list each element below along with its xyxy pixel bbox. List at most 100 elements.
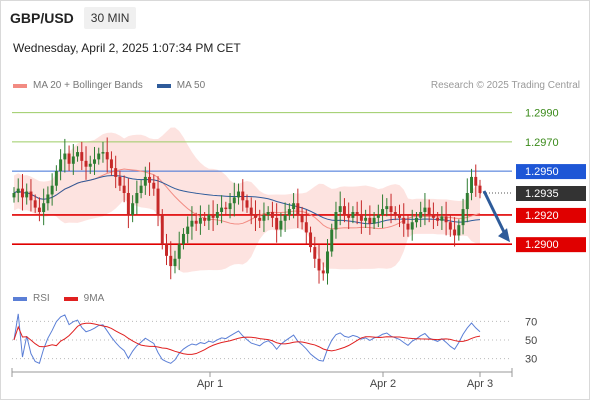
candle-body — [436, 217, 440, 221]
candle-body — [287, 209, 291, 215]
price-tag-1.2970: 1.2970 — [525, 137, 559, 149]
candle-body — [46, 194, 50, 204]
candle-body — [381, 209, 385, 215]
candle-body — [156, 188, 160, 215]
candle-body — [177, 244, 181, 259]
candle-body — [165, 244, 168, 256]
rsi-level-label-30: 30 — [525, 354, 537, 366]
x-tick-label-Apr 3: Apr 3 — [467, 378, 493, 390]
candle-body — [241, 191, 245, 201]
candle-body — [245, 200, 249, 208]
candle-body — [152, 182, 156, 189]
candle-body — [169, 255, 173, 267]
candle-body — [461, 209, 465, 226]
candle-body — [258, 217, 262, 221]
candle-body — [50, 185, 54, 195]
candle-body — [300, 214, 304, 223]
legend-rsi: RSI — [13, 293, 50, 304]
legend-rsi-swatch — [13, 296, 27, 301]
candle-body — [368, 217, 372, 224]
candle-body — [359, 214, 363, 221]
candle-body — [54, 171, 58, 186]
candle-body — [478, 185, 482, 193]
candle-body — [67, 153, 71, 164]
candle-body — [457, 225, 461, 236]
candle-body — [275, 217, 279, 230]
candle-body — [80, 152, 84, 161]
candle-body — [12, 193, 16, 198]
rsi-level-label-70: 70 — [525, 316, 537, 328]
x-tick-label-Apr 2: Apr 2 — [370, 378, 396, 390]
legend-9ma: 9MA — [63, 293, 105, 304]
price-tag-bg-1.2920 — [516, 207, 586, 223]
candle-body — [338, 206, 342, 212]
candle-body — [448, 222, 452, 230]
candle-body — [114, 168, 118, 177]
candle-body — [224, 207, 228, 210]
legend-ma50: MA 50 — [156, 80, 206, 91]
candle-body — [444, 216, 448, 223]
x-tick-label-Apr 1: Apr 1 — [197, 378, 223, 390]
candle-body — [334, 212, 338, 230]
candles — [12, 137, 482, 285]
candle-body — [313, 247, 317, 259]
candle-body — [139, 185, 143, 193]
timeframe-badge[interactable]: 30 MIN — [83, 7, 137, 29]
candle-body — [122, 185, 126, 193]
legend-rsi-label: RSI — [33, 293, 50, 304]
candle-body — [398, 214, 401, 218]
candle-body — [342, 206, 346, 215]
candle-body — [101, 152, 105, 154]
candle-body — [215, 212, 219, 218]
candle-body — [232, 197, 236, 204]
price-tag-bg-1.2935 — [516, 186, 586, 201]
legend-9ma-swatch — [63, 296, 78, 301]
candle-body — [109, 159, 113, 169]
candle-body — [423, 207, 427, 212]
candle-body — [97, 153, 101, 160]
candle-body — [228, 203, 232, 210]
candle-body — [63, 153, 67, 160]
main-legend: MA 20 + Bollinger Bands MA 50 — [13, 80, 219, 91]
rsi-line — [13, 313, 481, 365]
candle-body — [42, 203, 46, 212]
candle-body — [203, 217, 207, 221]
price-tag-1.2950: 1.2950 — [525, 166, 559, 178]
candle-body — [118, 176, 122, 186]
price-tag-bg-1.2900 — [516, 237, 586, 253]
legend-ma50-label: MA 50 — [176, 80, 206, 91]
candle-body — [186, 226, 190, 234]
candle-body — [131, 203, 135, 215]
rsi-ma9-line — [13, 322, 481, 355]
candle-body — [474, 176, 478, 186]
candle-body — [16, 188, 20, 193]
price-tag-1.2935: 1.2935 — [525, 188, 559, 200]
candle-body — [440, 216, 444, 221]
chart-header: GBP/USD 30 MIN — [0, 0, 590, 36]
candle-body — [71, 156, 75, 164]
candle-body — [410, 222, 414, 230]
candle-body — [37, 207, 41, 212]
candle-body — [465, 193, 469, 210]
candle-body — [29, 191, 33, 201]
candle-body — [330, 229, 334, 252]
candle-body — [190, 220, 194, 227]
price-tag-bg-1.2950 — [516, 164, 586, 180]
candle-body — [20, 188, 24, 198]
target-arrow-line — [482, 190, 508, 237]
candle-body — [283, 214, 287, 221]
candle-body — [33, 200, 37, 208]
price-tag-1.2920: 1.2920 — [525, 210, 559, 222]
candle-body — [76, 152, 80, 157]
candle-body — [148, 176, 152, 183]
legend-ma50-swatch — [156, 83, 171, 88]
legend-ma20: MA 20 + Bollinger Bands — [13, 80, 143, 91]
candle-body — [253, 214, 257, 218]
price-tag-1.2990: 1.2990 — [525, 108, 559, 120]
candle-body — [25, 191, 29, 198]
legend-9ma-label: 9MA — [83, 293, 105, 304]
legend-ma20-label: MA 20 + Bollinger Bands — [33, 80, 143, 91]
candle-body — [347, 214, 351, 218]
candle-body — [406, 223, 410, 230]
